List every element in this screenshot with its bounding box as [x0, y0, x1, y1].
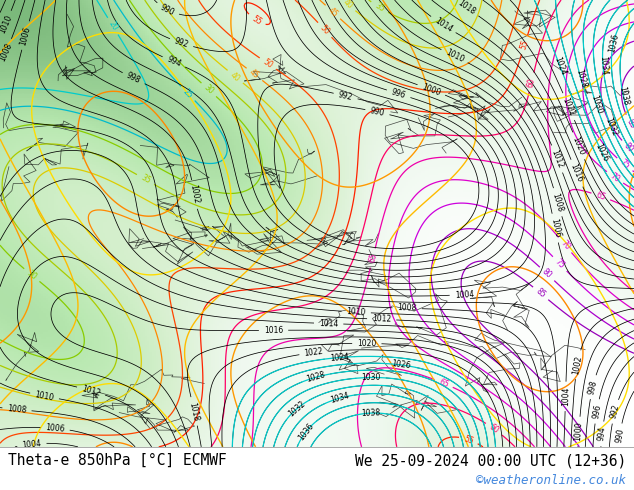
Text: 1032: 1032	[604, 117, 619, 138]
Text: 1012: 1012	[550, 148, 565, 170]
Text: 20: 20	[107, 20, 119, 33]
Text: 1004: 1004	[455, 290, 474, 299]
Text: 1032: 1032	[287, 399, 307, 418]
Text: 990: 990	[370, 106, 385, 118]
Text: 35: 35	[139, 173, 152, 186]
Text: 1014: 1014	[432, 16, 454, 34]
Text: 992: 992	[337, 90, 354, 102]
Text: 85: 85	[534, 287, 547, 300]
Text: 1024: 1024	[329, 352, 349, 363]
Text: 45: 45	[327, 5, 340, 19]
Text: 1026: 1026	[391, 359, 411, 370]
Text: 1018: 1018	[456, 0, 477, 17]
Text: 1036: 1036	[607, 32, 620, 53]
Text: 1012: 1012	[81, 384, 101, 398]
Text: 65: 65	[367, 252, 378, 264]
Text: 70: 70	[559, 238, 572, 251]
Text: 994: 994	[165, 55, 183, 69]
Text: 1010: 1010	[34, 390, 55, 402]
Text: 70: 70	[609, 171, 621, 184]
Text: 1016: 1016	[264, 326, 283, 335]
Text: 1030: 1030	[361, 373, 381, 382]
Text: 990: 990	[159, 2, 176, 17]
Text: 60: 60	[488, 422, 501, 436]
Text: 1020: 1020	[571, 135, 586, 156]
Text: 1010: 1010	[346, 307, 366, 317]
Text: 35: 35	[373, 1, 386, 14]
Text: 55: 55	[519, 39, 530, 51]
Text: 1028: 1028	[306, 370, 327, 384]
Text: 1018: 1018	[188, 401, 200, 422]
Text: 992: 992	[173, 36, 190, 49]
Text: 1004: 1004	[22, 439, 42, 450]
Text: 1006: 1006	[549, 218, 562, 239]
Text: 1002: 1002	[188, 184, 200, 205]
Text: 25: 25	[181, 87, 195, 100]
Text: 994: 994	[597, 426, 607, 441]
Text: 1012: 1012	[372, 315, 391, 324]
Text: 30: 30	[202, 83, 216, 97]
Text: 55: 55	[463, 434, 475, 445]
Text: 1008: 1008	[7, 404, 27, 415]
Text: 1022: 1022	[304, 347, 324, 358]
Text: 55: 55	[250, 14, 263, 27]
Text: ©weatheronline.co.uk: ©weatheronline.co.uk	[476, 473, 626, 487]
Text: 1000: 1000	[574, 421, 584, 441]
Text: 992: 992	[609, 403, 621, 420]
Text: 1010: 1010	[444, 48, 465, 64]
Text: 1020: 1020	[357, 339, 377, 348]
Text: 1034: 1034	[598, 55, 608, 75]
Text: 40: 40	[341, 0, 354, 11]
Text: 1028: 1028	[574, 68, 588, 89]
Text: 65: 65	[437, 377, 450, 390]
Text: 996: 996	[391, 87, 407, 100]
Text: 998: 998	[125, 71, 142, 86]
Text: 75: 75	[553, 257, 566, 270]
Text: We 25-09-2024 00:00 UTC (12+36): We 25-09-2024 00:00 UTC (12+36)	[355, 453, 626, 468]
Text: 30: 30	[25, 269, 39, 282]
Text: 1024: 1024	[552, 55, 567, 76]
Text: 50: 50	[318, 24, 332, 37]
Text: 1038: 1038	[617, 86, 630, 106]
Text: 1006: 1006	[45, 423, 65, 434]
Text: 1008: 1008	[0, 42, 14, 63]
Text: 1016: 1016	[569, 163, 585, 184]
Text: 45: 45	[248, 68, 261, 81]
Text: 65: 65	[595, 191, 607, 202]
Text: Theta-e 850hPa [°C] ECMWF: Theta-e 850hPa [°C] ECMWF	[8, 453, 226, 468]
Text: 1034: 1034	[329, 392, 350, 405]
Text: 1038: 1038	[361, 408, 381, 418]
Text: 1036: 1036	[296, 421, 315, 442]
Text: 1002: 1002	[571, 354, 584, 375]
Text: 80: 80	[540, 268, 553, 280]
Text: 1000: 1000	[421, 82, 442, 98]
Text: 1008: 1008	[398, 303, 417, 313]
Text: 1022: 1022	[561, 96, 577, 117]
Text: 75: 75	[618, 158, 631, 171]
Text: 1026: 1026	[594, 142, 611, 164]
Text: 60: 60	[526, 76, 537, 88]
Text: 990: 990	[614, 428, 625, 443]
Text: 1008: 1008	[551, 192, 565, 213]
Text: 1010: 1010	[0, 14, 13, 35]
Text: 1006: 1006	[19, 25, 32, 46]
Text: 996: 996	[591, 403, 602, 419]
Text: 85: 85	[624, 117, 634, 130]
Text: 50: 50	[261, 57, 275, 70]
Text: 40: 40	[229, 70, 242, 83]
Text: 1014: 1014	[319, 318, 339, 328]
Text: 998: 998	[586, 379, 599, 395]
Text: 1004: 1004	[560, 387, 571, 406]
Text: 80: 80	[622, 141, 634, 154]
Text: 1030: 1030	[589, 94, 604, 115]
